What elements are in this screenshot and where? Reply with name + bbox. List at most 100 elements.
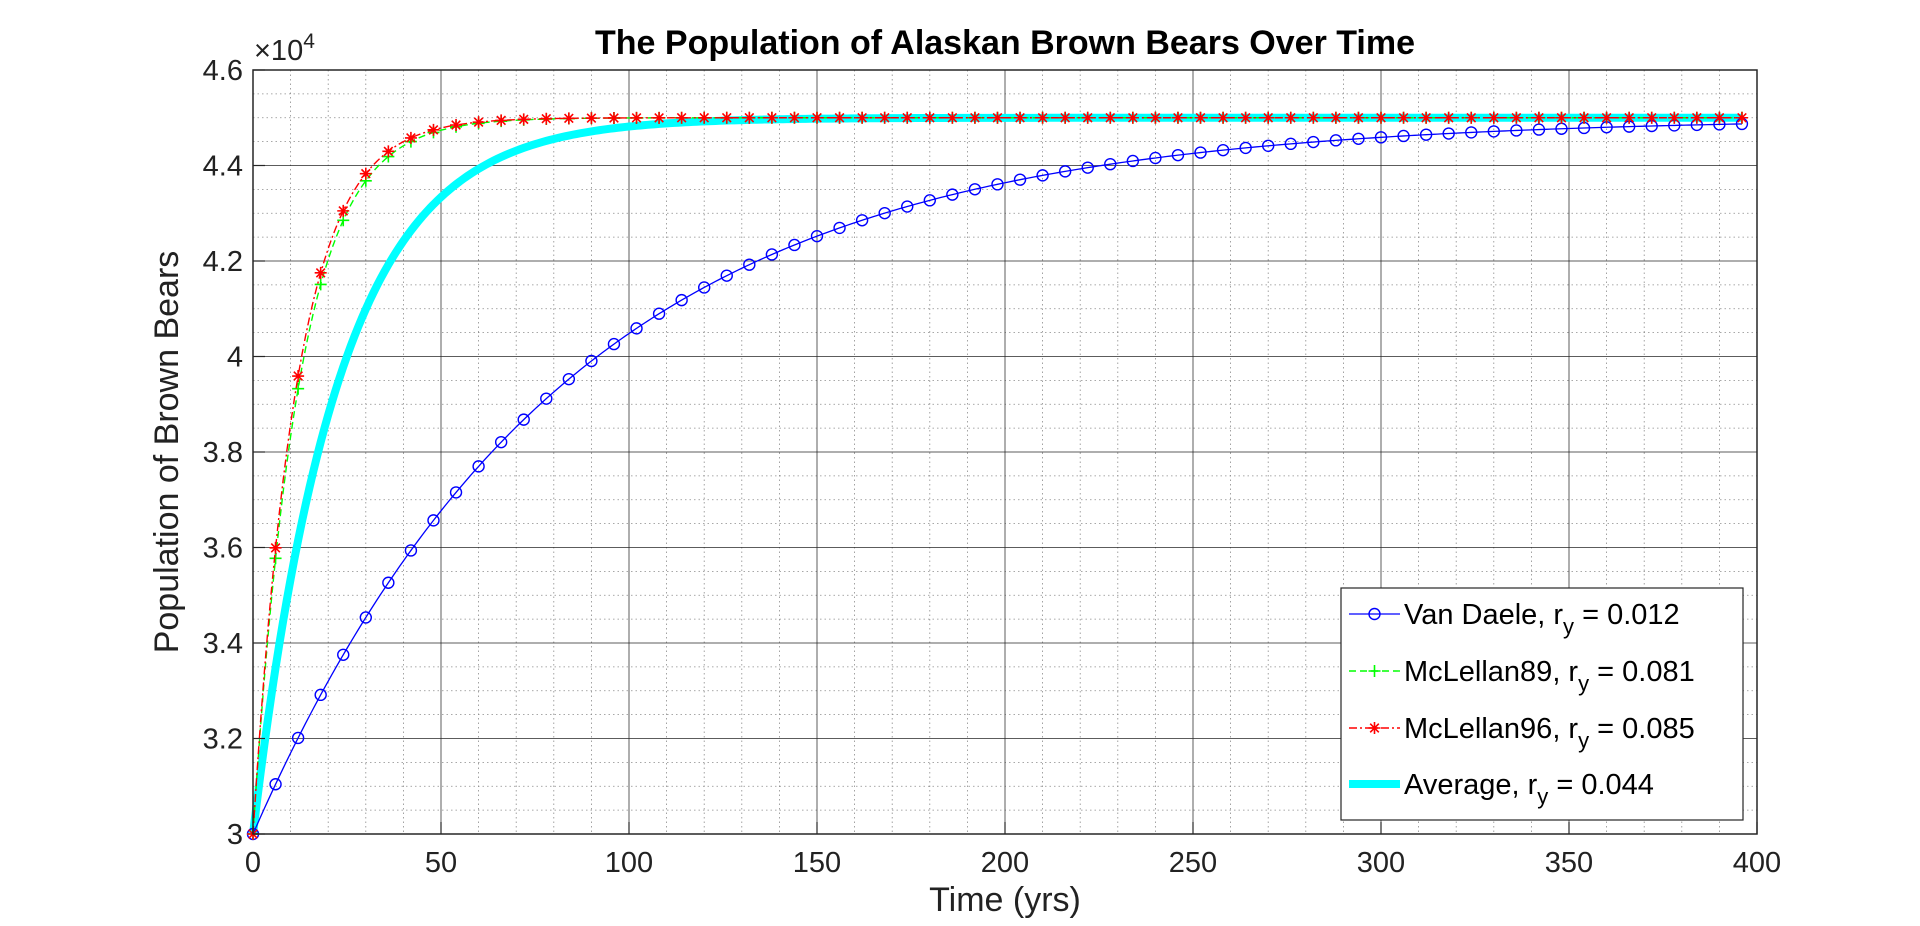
- y-tick-label: 3.4: [203, 628, 243, 660]
- series-point: [811, 111, 823, 124]
- series-point: [1216, 143, 1230, 157]
- series-point: [1465, 111, 1478, 124]
- series-point: [878, 111, 891, 124]
- series-point: [1217, 111, 1230, 124]
- series-point: [1104, 157, 1117, 171]
- y-tick-label: 3.8: [203, 437, 243, 469]
- x-tick-label: 350: [1545, 847, 1593, 879]
- y-tick-label: 4.2: [203, 246, 243, 278]
- series-point: [1329, 134, 1343, 147]
- legend-box: [1340, 587, 1744, 821]
- series-point: [652, 307, 666, 320]
- series-point: [833, 221, 846, 235]
- y-axis-label: Population of Brown Bears: [148, 251, 186, 654]
- series-point: [1126, 154, 1140, 168]
- series-point: [1036, 111, 1049, 124]
- series-point: [269, 552, 282, 565]
- series-point: [494, 435, 508, 449]
- series-point: [1352, 132, 1365, 145]
- series-point: [833, 111, 846, 124]
- series-line: [252, 123, 1742, 835]
- x-tick-label: 200: [981, 847, 1029, 879]
- series-point: [653, 111, 666, 124]
- series-point: [1104, 111, 1117, 124]
- series-point: [1149, 151, 1162, 165]
- series-point: [1194, 146, 1207, 159]
- series-point: [314, 688, 327, 702]
- series-point: [540, 112, 553, 125]
- x-tick-labels: 0 50 100 150 200 250 300 350 400: [245, 847, 1781, 879]
- series-point: [517, 413, 530, 426]
- series-mclellan96: [247, 111, 1748, 840]
- series-point: [856, 111, 869, 124]
- series-point: [1510, 124, 1523, 137]
- series-point: [1690, 111, 1703, 124]
- series-point: [630, 111, 643, 124]
- y-tick-label: 3.2: [203, 724, 243, 756]
- series-point: [1058, 165, 1072, 178]
- series-point: [1036, 169, 1049, 182]
- y-tick-label: 4.4: [203, 151, 243, 183]
- y-tick-label: 3.6: [203, 533, 243, 565]
- series-point: [1262, 111, 1275, 124]
- series-van-daele: [246, 117, 1749, 841]
- series-point: [743, 258, 756, 271]
- series-point: [901, 111, 914, 124]
- series-point: [1149, 111, 1162, 124]
- series-point: [1059, 111, 1072, 124]
- series-point: [292, 370, 305, 383]
- series-point: [1261, 139, 1275, 153]
- series-point: [788, 238, 801, 252]
- legend-entry: McLellan96, ry = 0.085: [1404, 713, 1695, 753]
- x-tick-label: 50: [425, 847, 457, 879]
- series-point: [1126, 111, 1139, 124]
- series-point: [472, 460, 485, 473]
- series-point: [946, 111, 959, 124]
- series-point: [675, 111, 688, 124]
- y-tick-label: 4.6: [203, 55, 243, 87]
- series-point: [743, 111, 756, 124]
- series-point: [1442, 111, 1455, 124]
- series-point: [517, 113, 530, 126]
- legend-entry: McLellan89, ry = 0.081: [1404, 656, 1695, 696]
- series-point: [291, 731, 305, 745]
- series-point: [1239, 111, 1252, 124]
- series-point: [337, 204, 350, 217]
- series-point: [314, 266, 327, 279]
- legend-entry: Van Daele, ry = 0.012: [1404, 599, 1680, 639]
- series-layer: [246, 111, 1749, 841]
- series-point: [968, 183, 982, 196]
- series-point: [1623, 111, 1636, 124]
- series-point: [765, 248, 779, 261]
- series-point: [1578, 111, 1591, 124]
- series-point: [968, 111, 981, 124]
- series-point: [314, 278, 327, 291]
- series-point: [382, 145, 395, 158]
- legend-marker: [1368, 665, 1381, 677]
- series-point: [562, 372, 576, 386]
- legend-marker: [1368, 607, 1381, 621]
- y-tick-label: 4: [227, 342, 243, 374]
- series-point: [1329, 111, 1342, 124]
- series-point: [1735, 111, 1748, 124]
- series-point: [810, 229, 824, 243]
- series-point: [449, 486, 463, 499]
- x-tick-label: 250: [1169, 847, 1217, 879]
- series-point: [427, 123, 440, 136]
- x-tick-label: 300: [1357, 847, 1405, 879]
- series-point: [698, 111, 711, 124]
- legend-marker: [1368, 722, 1381, 734]
- series-point: [585, 354, 598, 368]
- series-point: [1171, 111, 1184, 124]
- y-tick-labels: 3 3.2 3.4 3.6 3.8 4 4.2 4.4 4.6: [203, 55, 243, 851]
- series-point: [607, 337, 621, 351]
- series-point: [1194, 111, 1207, 124]
- series-point: [1532, 123, 1546, 136]
- series-point: [1532, 111, 1545, 124]
- series-point: [765, 111, 778, 124]
- series-point: [562, 112, 575, 125]
- x-tick-label: 0: [245, 847, 261, 879]
- series-point: [1307, 135, 1320, 149]
- series-point: [337, 648, 350, 661]
- series-point: [292, 382, 305, 395]
